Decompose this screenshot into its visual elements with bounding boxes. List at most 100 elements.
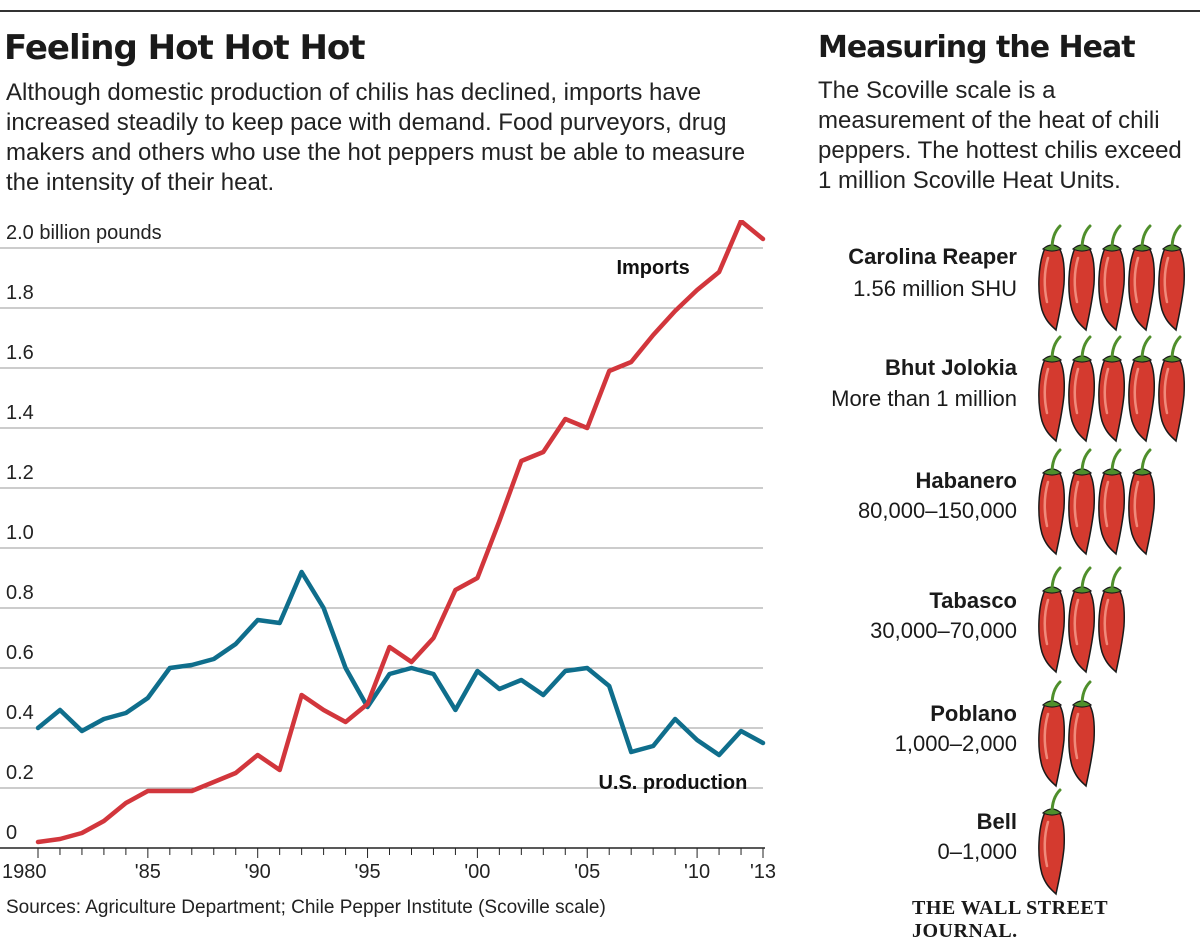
pepper-body	[1128, 245, 1155, 332]
pepper-stem	[1050, 788, 1062, 815]
pepper-shu-habanero: 80,000–150,000	[857, 498, 1017, 523]
y-tick-label: 2.0 billion pounds	[6, 222, 162, 244]
pepper-stem	[1050, 680, 1062, 707]
pepper-highlight	[1133, 480, 1140, 528]
pepper-highlight	[1043, 712, 1050, 760]
pepper-stem	[1140, 224, 1152, 251]
chili-pepper-icon	[1038, 566, 1065, 674]
series-label-us-production: U.S. production	[598, 772, 747, 794]
y-tick-label: 0.6	[6, 642, 34, 664]
chili-pepper-icon	[1098, 335, 1125, 443]
pepper-body	[1038, 356, 1065, 443]
pepper-highlight	[1043, 256, 1050, 304]
pepper-stem	[1050, 224, 1062, 251]
pepper-shu-bhut-jolokia: More than 1 million	[831, 386, 1017, 411]
pepper-highlight	[1163, 367, 1170, 415]
pepper-name-habanero: Habanero	[915, 468, 1017, 493]
pepper-body	[1038, 809, 1065, 896]
pepper-body	[1038, 587, 1065, 674]
series-line-imports	[35, 220, 766, 845]
pepper-stem	[1080, 335, 1092, 362]
pepper-name-tabasco: Tabasco	[929, 588, 1017, 613]
series-line-us-production	[35, 569, 766, 758]
y-tick-label: 0	[6, 822, 17, 844]
scoville-description: The Scoville scale is a measurement of t…	[818, 77, 1182, 194]
pepper-shu-bell: 0–1,000	[937, 839, 1017, 864]
x-tick-label: '05	[574, 861, 600, 883]
pepper-body	[1068, 245, 1095, 332]
chili-pepper-icon	[1128, 448, 1155, 556]
pepper-stem	[1110, 335, 1122, 362]
pepper-body	[1068, 701, 1095, 788]
series-label-imports: Imports	[616, 257, 689, 279]
scoville-title: Measuring the Heat	[818, 30, 1136, 65]
pepper-highlight	[1073, 480, 1080, 528]
pepper-body	[1128, 469, 1155, 556]
pepper-body	[1068, 356, 1095, 443]
pepper-stem	[1140, 335, 1152, 362]
pepper-name-carolina-reaper: Carolina Reaper	[848, 244, 1017, 269]
pepper-stem	[1110, 448, 1122, 475]
chili-pepper-icon	[1038, 224, 1065, 332]
chili-pepper-icon	[1038, 448, 1065, 556]
chili-pepper-icon	[1038, 335, 1065, 443]
x-tick-label: 1980	[2, 861, 47, 883]
chili-pepper-icon	[1098, 224, 1125, 332]
pepper-body	[1158, 245, 1185, 332]
pepper-highlight	[1073, 367, 1080, 415]
chili-pepper-icon	[1038, 788, 1065, 896]
pepper-highlight	[1103, 598, 1110, 646]
pepper-stem	[1050, 566, 1062, 593]
y-tick-label: 1.8	[6, 282, 34, 304]
pepper-highlight	[1073, 712, 1080, 760]
x-tick-label: '00	[464, 861, 490, 883]
chili-pepper-icon	[1098, 448, 1125, 556]
chili-pepper-icon	[1038, 680, 1065, 788]
y-tick-label: 0.4	[6, 702, 34, 724]
pepper-stem	[1110, 566, 1122, 593]
pepper-stem	[1140, 448, 1152, 475]
pepper-body	[1068, 469, 1095, 556]
pepper-highlight	[1043, 598, 1050, 646]
chili-pepper-icon	[1068, 680, 1095, 788]
chili-pepper-icon	[1068, 224, 1095, 332]
pepper-highlight	[1103, 367, 1110, 415]
x-tick-label: '90	[245, 861, 271, 883]
pepper-name-poblano: Poblano	[930, 701, 1017, 726]
chili-pepper-icon	[1068, 335, 1095, 443]
pepper-stem	[1080, 224, 1092, 251]
chili-pepper-icon	[1068, 566, 1095, 674]
pepper-stem	[1080, 680, 1092, 707]
pepper-body	[1098, 356, 1125, 443]
pepper-body	[1158, 356, 1185, 443]
pepper-body	[1038, 469, 1065, 556]
top-rule	[0, 10, 1200, 12]
pepper-stem	[1080, 566, 1092, 593]
pepper-stem	[1080, 448, 1092, 475]
pepper-highlight	[1133, 367, 1140, 415]
y-tick-label: 0.8	[6, 582, 34, 604]
chili-pepper-icon	[1128, 224, 1155, 332]
chili-pepper-icon	[1098, 566, 1125, 674]
pepper-highlight	[1103, 480, 1110, 528]
pepper-shu-carolina-reaper: 1.56 million SHU	[853, 276, 1017, 301]
x-tick-label: '10	[684, 861, 710, 883]
pepper-highlight	[1073, 256, 1080, 304]
y-tick-label: 1.6	[6, 342, 34, 364]
pepper-highlight	[1043, 820, 1050, 868]
x-tick-label: '95	[355, 861, 381, 883]
pepper-icons	[1038, 224, 1185, 896]
chart-description: Although domestic production of chilis h…	[6, 79, 746, 196]
pepper-body	[1068, 587, 1095, 674]
pepper-stem	[1170, 224, 1182, 251]
pepper-name-bell: Bell	[976, 809, 1017, 834]
pepper-shu-tabasco: 30,000–70,000	[870, 618, 1017, 643]
wsj-logo: THE WALL STREET JOURNAL.	[912, 897, 1108, 942]
pepper-body	[1098, 587, 1125, 674]
x-tick-label: '13	[750, 861, 776, 883]
pepper-highlight	[1073, 598, 1080, 646]
sources-note: Sources: Agriculture Department; Chile P…	[6, 897, 606, 918]
x-tick-label: '85	[135, 861, 161, 883]
pepper-highlight	[1043, 367, 1050, 415]
pepper-stem	[1110, 224, 1122, 251]
